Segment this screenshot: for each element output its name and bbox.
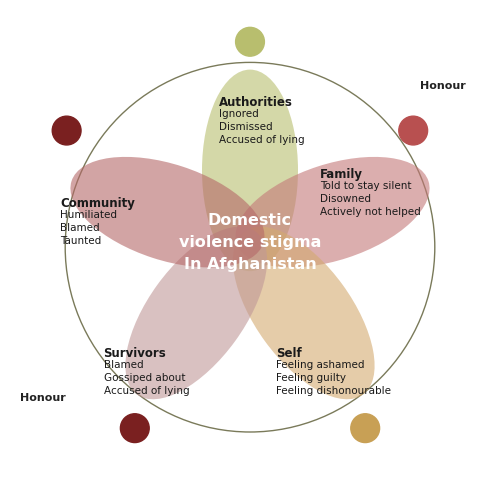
Circle shape (120, 414, 149, 443)
Text: Domestic
violence stigma
In Afghanistan: Domestic violence stigma In Afghanistan (179, 213, 321, 272)
Text: Authorities: Authorities (219, 96, 292, 109)
Text: Honour: Honour (420, 82, 466, 91)
Text: Blamed
Gossiped about
Accused of lying: Blamed Gossiped about Accused of lying (104, 360, 189, 396)
Ellipse shape (236, 157, 430, 267)
Ellipse shape (233, 227, 374, 399)
Circle shape (52, 116, 81, 145)
Text: Ignored
Dismissed
Accused of lying: Ignored Dismissed Accused of lying (219, 109, 304, 145)
Ellipse shape (126, 227, 267, 399)
Text: Humiliated
Blamed
Taunted: Humiliated Blamed Taunted (60, 210, 118, 246)
Text: Feeling ashamed
Feeling guilty
Feeling dishonourable: Feeling ashamed Feeling guilty Feeling d… (276, 360, 392, 396)
Text: Told to stay silent
Disowned
Actively not helped: Told to stay silent Disowned Actively no… (320, 181, 420, 217)
Ellipse shape (202, 70, 298, 271)
Circle shape (236, 27, 264, 56)
Text: Community: Community (60, 197, 136, 210)
Circle shape (399, 116, 428, 145)
Text: Family: Family (320, 168, 362, 181)
Text: Honour: Honour (20, 394, 66, 403)
Text: Self: Self (276, 347, 302, 360)
Ellipse shape (70, 157, 264, 267)
Circle shape (351, 414, 380, 443)
Text: Survivors: Survivors (104, 347, 166, 360)
